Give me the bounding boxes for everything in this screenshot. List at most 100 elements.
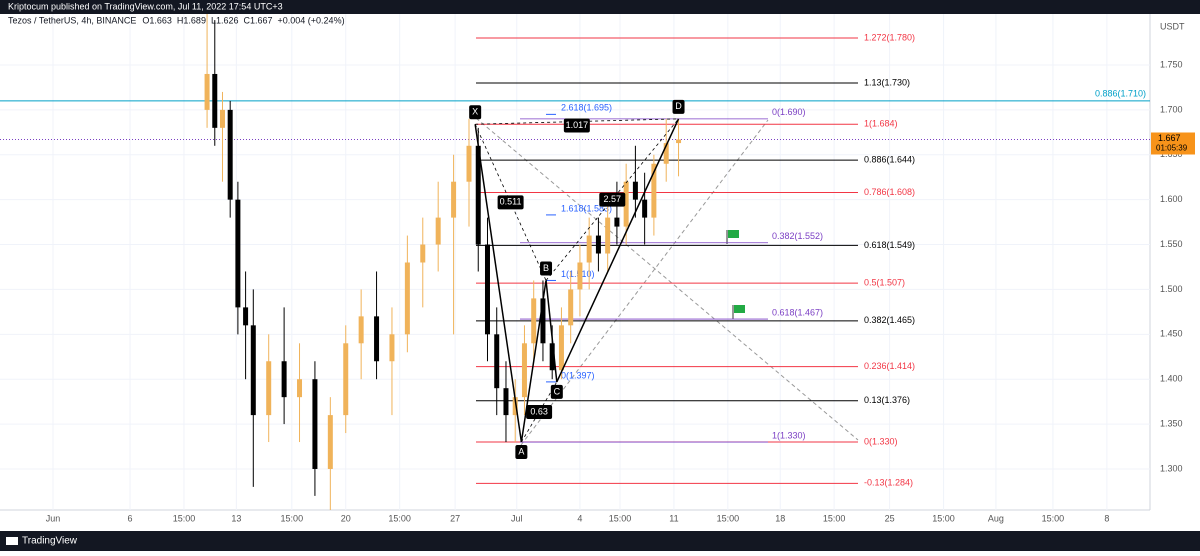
- candle-body: [494, 334, 500, 389]
- projection-line: [475, 117, 859, 441]
- y-tick-label: 1.750: [1160, 59, 1183, 69]
- candle-body: [435, 217, 441, 245]
- fib-level-label: 0.236(1.414): [864, 361, 915, 371]
- purple-level-label: 1(1.330): [772, 430, 806, 440]
- candle-body: [484, 244, 490, 335]
- candle-body: [466, 145, 472, 182]
- ratio-label: 0.63: [530, 406, 548, 416]
- y-tick-label: 1.400: [1160, 374, 1183, 384]
- candle-body: [243, 307, 249, 326]
- fib-level-label: 0.5(1.507): [864, 278, 905, 288]
- blue-level-label: 0(1.397): [561, 370, 595, 380]
- pattern-leg: [545, 280, 558, 382]
- fib-level-label: 1.13(1.730): [864, 77, 910, 87]
- candle-body: [281, 361, 287, 398]
- brand: TradingView: [22, 536, 78, 547]
- candle-body: [503, 388, 509, 416]
- candle-body: [297, 379, 303, 398]
- x-tick-label: 13: [231, 513, 241, 523]
- candle-body: [540, 298, 546, 344]
- last-price-label: 1.667: [1158, 133, 1181, 143]
- candle-body: [586, 235, 592, 263]
- candle-body: [358, 316, 364, 344]
- candle-body: [531, 298, 537, 344]
- ratio-label: 2.57: [604, 194, 622, 204]
- x-tick-label: 15:00: [932, 513, 955, 523]
- pattern-point-label: X: [472, 107, 478, 117]
- pattern-leg: [520, 280, 547, 443]
- header-bar: [0, 0, 1200, 14]
- symbol-legend: Tezos / TetherUS, 4h, BINANCE O1.663 H1.68…: [8, 15, 345, 25]
- y-tick-label: 1.450: [1160, 329, 1183, 339]
- x-tick-label: 15:00: [823, 513, 846, 523]
- y-tick-label: 1.300: [1160, 463, 1183, 473]
- x-tick-label: 15:00: [281, 513, 304, 523]
- candle-body: [389, 334, 395, 362]
- x-tick-label: 15:00: [717, 513, 740, 523]
- x-tick-label: 4: [577, 513, 582, 523]
- fib-level-label: 0.382(1.465): [864, 315, 915, 325]
- candle-body: [343, 343, 349, 416]
- x-tick-label: 15:00: [173, 513, 196, 523]
- candle-body: [227, 109, 233, 200]
- ratio-box: [497, 195, 524, 210]
- x-tick-label: 6: [128, 513, 133, 523]
- candle-body: [512, 397, 518, 416]
- price-axis: [1150, 14, 1200, 510]
- footer-bar: [0, 531, 1200, 551]
- x-tick-label: 15:00: [1042, 513, 1065, 523]
- candle-body: [420, 244, 426, 263]
- candle-body: [312, 379, 318, 469]
- pattern-point-box: [550, 384, 563, 399]
- ohlc-value: H1.689: [177, 15, 206, 25]
- candle-body: [204, 73, 210, 110]
- candle-body: [451, 181, 457, 218]
- pattern-leg: [556, 118, 680, 383]
- candle-body: [651, 163, 657, 218]
- purple-level-label: 0.382(1.552): [772, 231, 823, 241]
- x-tick-label: 20: [341, 513, 351, 523]
- candle-body: [266, 361, 272, 416]
- candle-body: [250, 325, 256, 416]
- x-tick-label: 27: [450, 513, 460, 523]
- candle-body: [577, 262, 583, 290]
- candle-body: [475, 145, 481, 245]
- fib-level-label: 0.886(1.644): [864, 155, 915, 165]
- pattern-point-box: [469, 105, 482, 120]
- pattern-leg: [475, 118, 679, 125]
- candle-body: [676, 139, 682, 144]
- projection-line: [520, 119, 769, 446]
- x-tick-label: 15:00: [388, 513, 411, 523]
- candle-body: [605, 217, 611, 254]
- x-tick-label: Aug: [988, 513, 1004, 523]
- x-tick-label: Jun: [46, 513, 61, 523]
- pattern-point-box: [515, 445, 528, 460]
- fib-level-label: 0.786(1.608): [864, 187, 915, 197]
- pattern-point-box: [540, 261, 553, 276]
- pattern-leg: [474, 124, 523, 443]
- candle-body: [632, 181, 638, 200]
- y-tick-label: 1.550: [1160, 239, 1183, 249]
- blue-level-label: 2.618(1.695): [561, 103, 612, 113]
- x-tick-label: Jul: [511, 513, 523, 523]
- y-tick-label: 1.700: [1160, 104, 1183, 114]
- candle-body: [235, 199, 241, 308]
- symbol: Tezos / TetherUS, 4h, BINANCE: [8, 15, 136, 25]
- x-tick-label: 25: [885, 513, 895, 523]
- fib-level-label: 0.13(1.376): [864, 395, 910, 405]
- x-tick-label: 15:00: [609, 513, 632, 523]
- pattern-point-label: C: [554, 386, 561, 396]
- ratio-box: [563, 118, 590, 133]
- y-tick-label: 1.600: [1160, 194, 1183, 204]
- fib-level-label: 1.272(1.780): [864, 32, 915, 42]
- candle-body: [212, 73, 218, 128]
- fib-level-label: 0.618(1.549): [864, 240, 915, 250]
- ohlc-value: O1.663: [142, 15, 172, 25]
- ohlc-value: C1.667: [243, 15, 272, 25]
- ohlc-value: +0.004 (+0.24%): [278, 15, 345, 25]
- candle-body: [404, 262, 410, 335]
- candle-body: [549, 343, 555, 371]
- brand-logo: [6, 537, 18, 545]
- candle-body: [595, 235, 601, 254]
